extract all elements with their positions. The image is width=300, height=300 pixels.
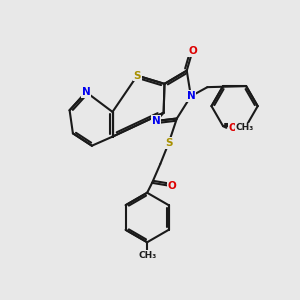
Text: S: S <box>134 70 141 81</box>
Text: N: N <box>152 116 161 126</box>
Text: O: O <box>229 123 237 133</box>
Text: CH₃: CH₃ <box>236 123 253 132</box>
Text: CH₃: CH₃ <box>138 251 156 260</box>
Text: S: S <box>165 138 172 148</box>
Text: N: N <box>187 91 195 101</box>
Text: O: O <box>188 46 197 56</box>
Text: N: N <box>82 87 91 97</box>
Text: O: O <box>167 181 176 191</box>
